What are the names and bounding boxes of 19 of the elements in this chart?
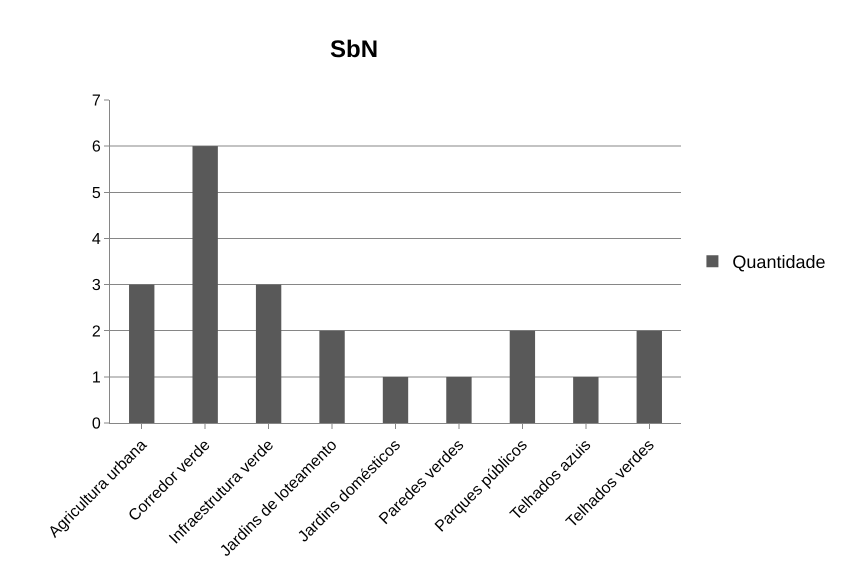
bar [636,330,662,423]
y-tick-label: 5 [92,184,101,202]
bar [129,284,154,423]
bar [573,376,599,423]
y-tick-label: 7 [92,92,101,110]
bar [319,330,345,423]
bar [192,146,218,423]
chart-title: SbN [330,36,378,63]
y-tick-label: 2 [92,323,101,340]
y-tick-label: 0 [92,416,101,433]
bar [382,376,408,423]
legend-label: Quantidade [732,252,826,272]
bar [446,376,472,423]
y-tick-label: 6 [92,138,101,156]
y-tick-label: 1 [92,369,101,386]
y-tick-label: 4 [92,231,101,248]
bar [256,284,282,423]
bar [510,330,536,423]
y-tick-label: 3 [92,277,101,294]
